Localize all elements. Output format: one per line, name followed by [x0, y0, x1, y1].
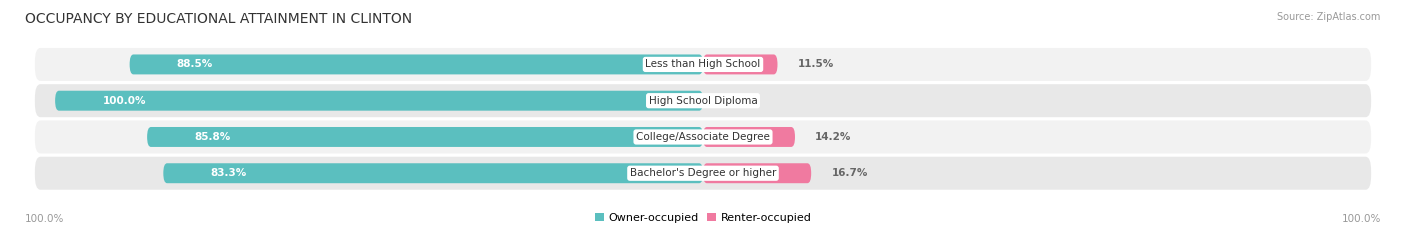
- Text: OCCUPANCY BY EDUCATIONAL ATTAINMENT IN CLINTON: OCCUPANCY BY EDUCATIONAL ATTAINMENT IN C…: [25, 12, 412, 26]
- Text: 83.3%: 83.3%: [211, 168, 247, 178]
- FancyBboxPatch shape: [148, 127, 703, 147]
- FancyBboxPatch shape: [35, 84, 1371, 117]
- Text: 88.5%: 88.5%: [177, 59, 214, 69]
- Text: High School Diploma: High School Diploma: [648, 96, 758, 106]
- Legend: Owner-occupied, Renter-occupied: Owner-occupied, Renter-occupied: [591, 209, 815, 227]
- Text: 11.5%: 11.5%: [797, 59, 834, 69]
- Text: 0.0%: 0.0%: [723, 96, 752, 106]
- Text: 16.7%: 16.7%: [831, 168, 868, 178]
- Text: 85.8%: 85.8%: [194, 132, 231, 142]
- Text: 14.2%: 14.2%: [815, 132, 852, 142]
- Text: College/Associate Degree: College/Associate Degree: [636, 132, 770, 142]
- FancyBboxPatch shape: [129, 55, 703, 74]
- Text: Less than High School: Less than High School: [645, 59, 761, 69]
- FancyBboxPatch shape: [703, 127, 794, 147]
- Text: Bachelor's Degree or higher: Bachelor's Degree or higher: [630, 168, 776, 178]
- Text: 100.0%: 100.0%: [1341, 214, 1381, 224]
- FancyBboxPatch shape: [703, 163, 811, 183]
- Text: 100.0%: 100.0%: [103, 96, 146, 106]
- FancyBboxPatch shape: [55, 91, 703, 111]
- FancyBboxPatch shape: [35, 48, 1371, 81]
- Text: Source: ZipAtlas.com: Source: ZipAtlas.com: [1277, 12, 1381, 22]
- Text: 100.0%: 100.0%: [25, 214, 65, 224]
- FancyBboxPatch shape: [703, 55, 778, 74]
- FancyBboxPatch shape: [35, 120, 1371, 154]
- FancyBboxPatch shape: [35, 157, 1371, 190]
- FancyBboxPatch shape: [163, 163, 703, 183]
